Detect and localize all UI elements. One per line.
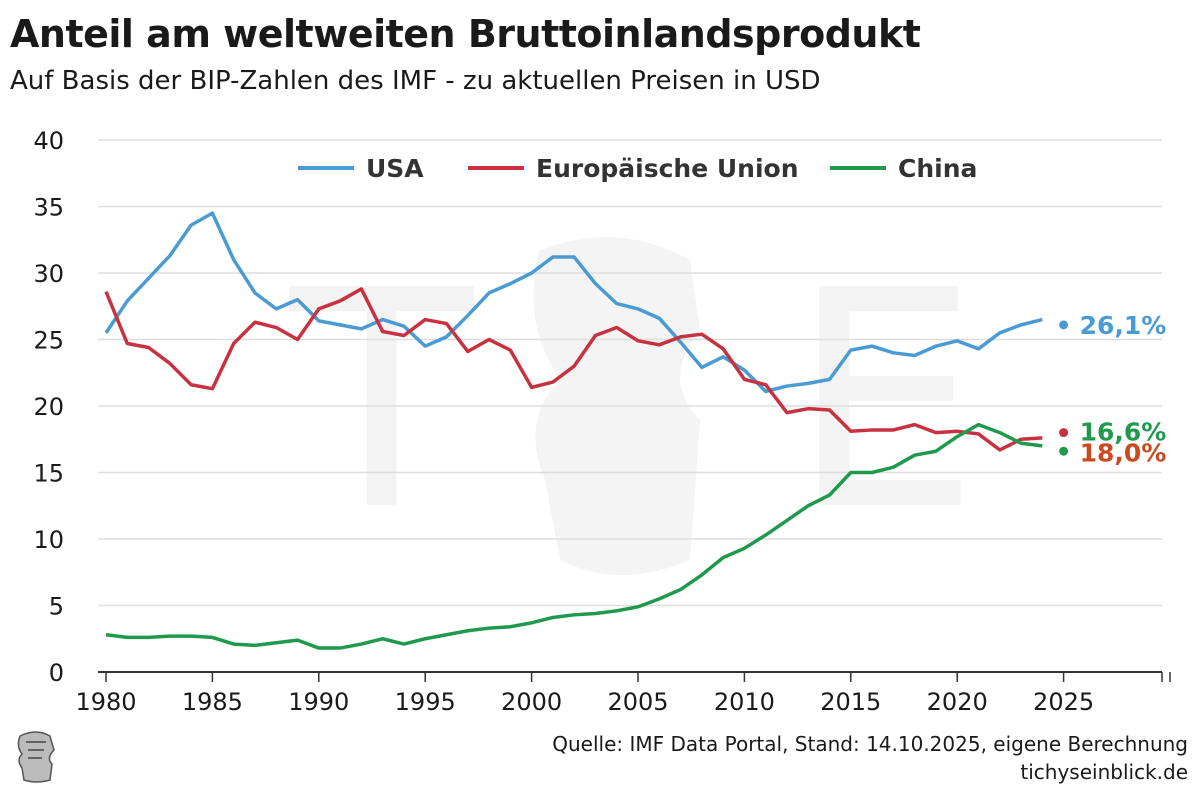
legend-label-eu: Europäische Union	[536, 154, 799, 183]
series-line-usa	[104, 211, 1043, 394]
y-tick-label: 30	[33, 260, 64, 288]
y-tick-label: 15	[33, 460, 64, 488]
chart-title: Anteil am weltweiten Bruttoinlandsproduk…	[10, 12, 921, 56]
legend: USA Europäische Union China	[298, 154, 977, 183]
x-axis: 1980 1985 1990 1995 2000 2005 2010 2015 2020 2025	[75, 671, 1171, 716]
x-tick-label: 2000	[501, 688, 562, 716]
end-point-china	[1059, 446, 1069, 456]
x-tick-label: 2020	[927, 688, 988, 716]
x-tick-label: 2025	[1033, 688, 1094, 716]
y-tick-label: 20	[33, 393, 64, 421]
y-tick-label: 10	[33, 526, 64, 554]
x-tick-label: 1995	[395, 688, 456, 716]
source-note: Quelle: IMF Data Portal, Stand: 14.10.20…	[552, 732, 1188, 756]
series-group	[104, 211, 1069, 650]
tichyseinblick-logo-icon	[17, 731, 55, 783]
svg-text:E: E	[790, 227, 980, 576]
y-tick-label: 35	[33, 194, 64, 222]
site-name: tichyseinblick.de	[1020, 760, 1188, 784]
legend-label-china: China	[898, 154, 977, 183]
series-line-china	[105, 422, 1043, 650]
x-tick-label: 2010	[714, 688, 775, 716]
grid	[98, 139, 1162, 607]
watermark-logo: T E	[285, 227, 979, 576]
end-label-eu: 18,0%	[1080, 439, 1167, 468]
x-tick-label: 2005	[607, 688, 668, 716]
end-label-usa: 26,1%	[1080, 311, 1167, 340]
end-labels: 26,1% 18,0%16,6%	[1080, 311, 1167, 468]
svg-text:T: T	[285, 227, 477, 576]
end-point-usa	[1059, 320, 1069, 330]
y-axis: 0 5 10 15 20 25 30 35 40	[33, 127, 64, 687]
x-tick-label: 1990	[288, 688, 349, 716]
y-tick-label: 5	[49, 593, 64, 621]
end-point-eu	[1059, 428, 1069, 438]
x-tick-label: 2015	[820, 688, 881, 716]
y-tick-label: 0	[49, 659, 64, 687]
chart-subtitle: Auf Basis der BIP-Zahlen des IMF - zu ak…	[10, 66, 821, 96]
end-label-china: 16,6%	[1080, 417, 1167, 446]
legend-label-usa: USA	[366, 154, 424, 183]
y-tick-label: 40	[33, 127, 64, 155]
x-tick-label: 1985	[182, 688, 243, 716]
y-tick-label: 25	[33, 327, 64, 355]
series-line-eu	[104, 287, 1043, 452]
x-tick-label: 1980	[75, 688, 136, 716]
